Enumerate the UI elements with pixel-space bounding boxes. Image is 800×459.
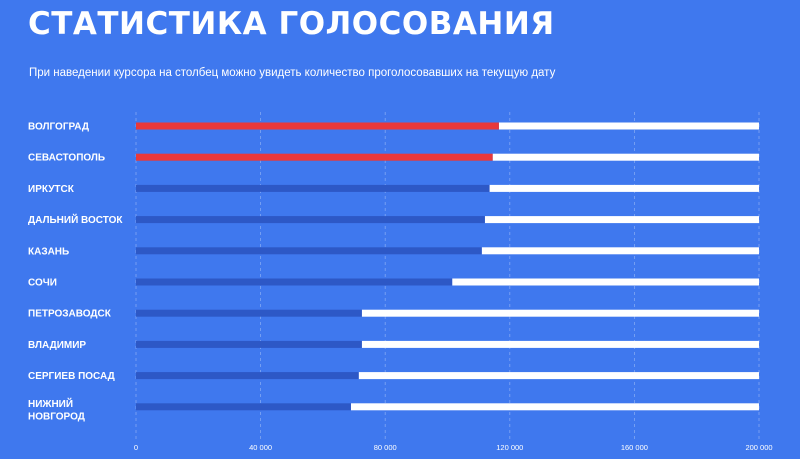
bar-votes[interactable]	[136, 122, 499, 130]
bar-votes[interactable]	[136, 278, 453, 286]
x-tick-label: 80 000	[374, 443, 397, 452]
category-label: КАЗАНЬ	[28, 246, 69, 257]
bar-votes[interactable]	[136, 247, 482, 255]
category-label: СЕРГИЕВ ПОСАД	[28, 371, 115, 382]
bar-remaining	[452, 278, 759, 286]
page-title: СТАТИСТИКА ГОЛОСОВАНИЯ	[28, 6, 555, 42]
x-tick-label: 160 000	[621, 443, 648, 452]
bar-remaining	[481, 247, 759, 255]
bar-remaining	[489, 184, 759, 192]
category-label: ДАЛЬНИЙ ВОСТОК	[28, 213, 123, 226]
bar-votes[interactable]	[136, 184, 490, 192]
bar-remaining	[484, 216, 759, 224]
bar-votes[interactable]	[136, 340, 362, 348]
bar-remaining	[358, 372, 759, 380]
category-label: НИЖНИЙ НОВГОРОД	[28, 397, 85, 423]
x-tick-label: 120 000	[496, 443, 523, 452]
bar-votes[interactable]	[136, 216, 485, 224]
bar-remaining	[361, 309, 759, 317]
category-label: ПЕТРОЗАВОДСК	[28, 309, 112, 320]
category-label: ИРКУТСК	[28, 184, 75, 195]
category-label: СЕВАСТОПОЛЬ	[28, 153, 105, 164]
bar-remaining	[498, 122, 759, 130]
bar-votes[interactable]	[136, 153, 493, 161]
bar-remaining	[361, 340, 759, 348]
category-label: СОЧИ	[28, 278, 57, 289]
category-label: ВЛАДИМИР	[28, 340, 86, 351]
x-tick-label: 40 000	[249, 443, 272, 452]
bar-votes[interactable]	[136, 372, 359, 380]
x-tick-label: 200 000	[745, 443, 772, 452]
bar-remaining	[350, 403, 759, 411]
category-label: ВОЛГОГРАД	[28, 122, 89, 133]
bar-votes[interactable]	[136, 403, 351, 411]
page-subtitle: При наведении курсора на столбец можно у…	[29, 67, 556, 79]
bar-remaining	[492, 153, 759, 161]
bar-votes[interactable]	[136, 309, 362, 317]
x-tick-label: 0	[134, 443, 138, 452]
